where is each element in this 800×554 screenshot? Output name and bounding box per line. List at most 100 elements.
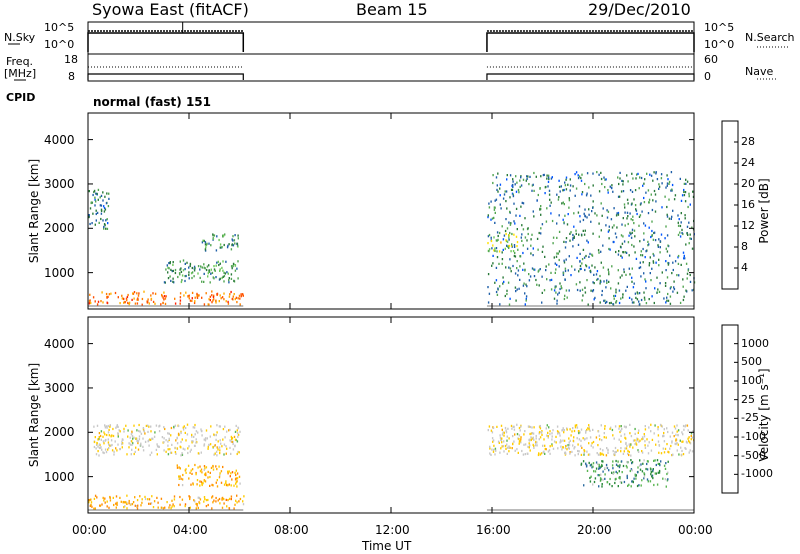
range-cell [519,429,521,432]
range-cell [529,444,531,447]
range-cell [196,483,198,486]
range-cell [576,288,579,292]
range-cell [207,272,209,275]
range-cell [619,477,621,480]
range-cell [652,238,655,241]
range-cell [677,256,679,259]
range-cell [516,448,518,451]
range-cell [655,472,657,475]
range-cell [667,292,669,296]
range-cell [677,429,680,432]
range-cell [172,277,174,280]
range-cell [621,274,623,277]
range-cell [197,272,199,275]
range-cell [643,435,646,438]
range-cell [558,214,560,217]
range-cell [644,446,647,449]
range-cell [599,477,602,480]
range-cell [532,210,534,213]
range-cell [151,495,153,498]
range-cell [106,500,108,503]
range-cell [599,452,602,455]
range-cell [606,279,608,282]
range-cell [233,484,235,487]
range-cell [203,479,205,482]
range-cell [187,447,189,450]
range-cell [525,295,528,298]
range-cell [571,430,573,433]
range-cell [136,505,138,508]
range-cell [652,469,654,472]
range-cell [672,209,674,212]
range-cell [622,180,624,183]
range-cell [563,240,565,243]
range-cell [215,465,217,468]
range-cell [558,196,560,199]
range-cell [636,437,638,440]
range-cell [676,424,678,427]
range-cell [611,428,614,432]
range-cell [491,247,493,250]
range-cell [620,234,623,237]
range-cell [487,286,489,289]
range-cell [688,192,690,195]
range-cell [126,299,128,302]
range-cell [218,446,221,449]
range-cell [608,302,611,305]
range-cell [650,423,652,426]
range-cell [509,174,512,177]
range-cell [578,233,580,236]
range-cell [582,294,584,297]
range-cell [521,201,523,204]
range-cell [635,442,637,445]
range-cell [641,470,644,473]
range-cell [586,239,588,242]
range-cell [592,465,594,468]
range-cell [199,480,201,483]
range-cell [129,443,132,446]
range-cell [142,449,145,452]
range-cell [605,463,608,467]
range-cell [546,207,548,210]
range-cell [164,506,166,509]
range-cell [178,466,180,469]
range-cell [643,182,645,185]
range-cell [621,179,623,182]
range-cell [653,231,656,234]
range-cell [584,208,586,211]
range-cell [179,299,182,302]
range-cell [221,276,223,280]
range-cell [223,483,226,486]
range-cell [515,207,518,210]
range-cell [628,483,630,486]
range-cell [591,210,593,213]
range-cell [681,449,683,452]
range-cell [108,197,110,200]
range-cell [603,432,605,435]
range-cell [660,460,662,463]
range-cell [659,251,661,254]
range-cell [620,450,622,453]
range-cell [637,449,639,452]
range-cell [517,451,519,454]
range-cell [207,447,209,450]
range-cell [211,271,214,274]
range-cell [150,430,152,433]
range-cell [512,178,514,181]
range-cell [535,434,537,438]
range-cell [216,431,218,434]
range-cell [619,276,621,279]
range-cell [602,244,604,247]
range-cell [512,193,514,196]
range-cell [568,199,571,202]
range-cell [499,436,502,439]
range-cell [216,292,219,295]
range-cell [565,452,567,455]
range-cell [575,229,577,232]
range-cell [682,278,684,281]
range-cell [512,195,515,198]
range-cell [606,300,608,303]
range-cell [89,222,91,226]
range-cell [640,250,642,253]
range-cell [634,292,637,295]
